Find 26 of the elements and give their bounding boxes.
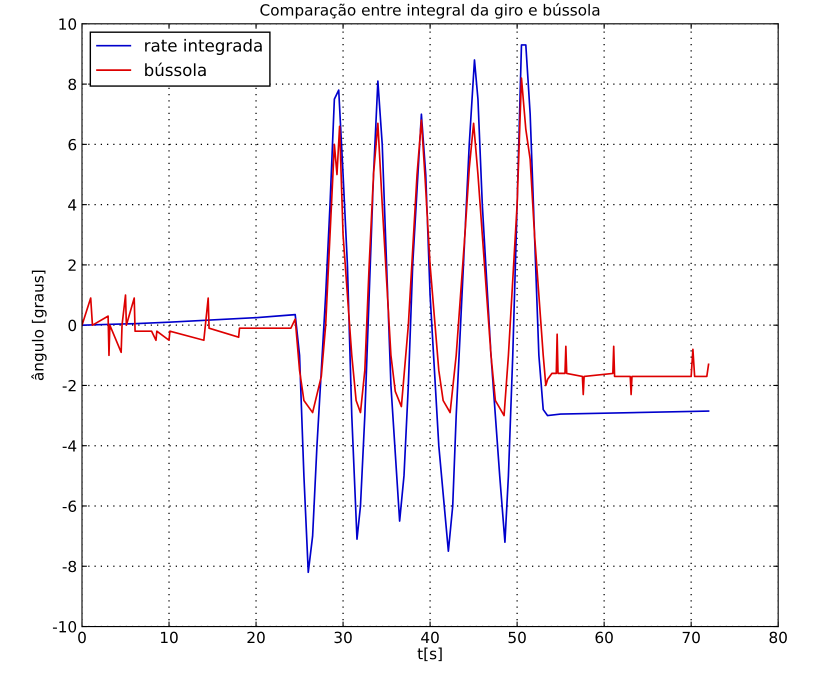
x-tick-label: 50 [508, 632, 526, 644]
y-tick-label: 10 [59, 18, 76, 30]
y-tick-label: 8 [68, 78, 76, 90]
line-series [82, 77, 710, 416]
chart-title: Comparação entre integral da giro e bússola [260, 3, 600, 19]
x-tick-label: 0 [78, 632, 86, 644]
y-tick-label: -2 [62, 380, 76, 392]
x-tick-label: 60 [595, 632, 613, 644]
x-tick-label: 80 [769, 632, 787, 644]
x-tick-label: 30 [334, 632, 352, 644]
x-tick-label: 70 [682, 632, 700, 644]
y-tick-label: 0 [68, 320, 76, 332]
y-axis-title: ângulo [graus] [31, 270, 47, 380]
y-tick-label: -8 [62, 560, 76, 572]
y-tick-label: -10 [52, 620, 76, 633]
legend-label: rate integrada [145, 38, 262, 55]
x-tick-label: 40 [421, 632, 439, 644]
y-tick-label: -6 [62, 500, 76, 512]
legend-label: bússola [145, 62, 206, 76]
x-tick-label: 20 [247, 632, 265, 644]
x-tick-label: 10 [160, 632, 178, 644]
y-tick-label: 6 [68, 138, 76, 150]
y-tick-label: -4 [62, 440, 76, 452]
y-tick-label: 4 [68, 199, 76, 210]
y-tick-label: 2 [68, 259, 76, 271]
x-axis-title: t[s] [418, 648, 442, 662]
